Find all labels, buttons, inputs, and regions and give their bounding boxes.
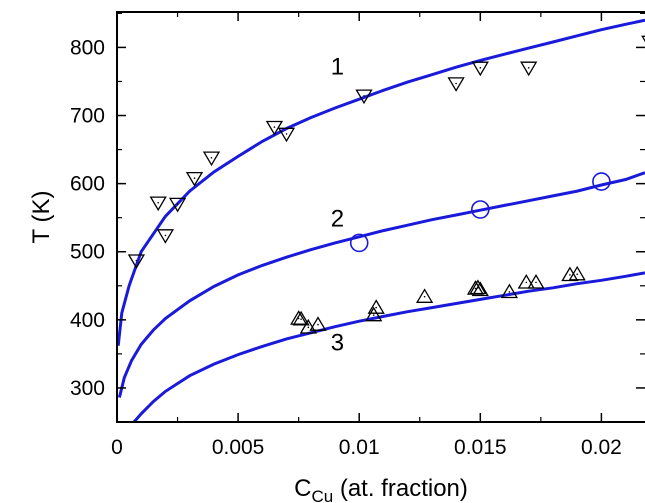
triangle-up-marker xyxy=(469,279,487,295)
x-tick-label: 0.015 xyxy=(454,436,507,459)
circle-marker xyxy=(349,233,369,253)
triangle-down-marker xyxy=(277,127,296,143)
triangle-down-marker xyxy=(185,171,204,187)
y-tick-label: 700 xyxy=(70,105,105,128)
triangle-up-marker xyxy=(367,299,385,314)
triangle-up-marker-dot xyxy=(508,291,511,293)
triangle-down-marker xyxy=(447,77,465,92)
curve-label-3: 3 xyxy=(331,329,344,356)
fit-curve-3 xyxy=(132,271,645,422)
fit-curve-1 xyxy=(117,18,645,346)
x-tick-label: 0.01 xyxy=(339,436,380,459)
x-tick-label: 0.02 xyxy=(581,436,622,459)
triangle-down-marker-dot xyxy=(176,203,179,205)
triangle-down-marker-dot xyxy=(193,177,196,179)
triangle-down-marker xyxy=(156,229,175,244)
triangle-up-marker xyxy=(365,306,383,322)
x-tick-label: 0.005 xyxy=(212,436,265,459)
triangle-up-marker-dot xyxy=(317,323,319,326)
triangle-up-marker-dot xyxy=(423,295,426,298)
triangle-up-marker xyxy=(527,274,545,289)
triangle-up-marker-dot xyxy=(474,287,477,290)
triangle-down-marker xyxy=(127,254,146,269)
triangle-down-marker-dot xyxy=(527,67,530,69)
triangle-down-marker-dot xyxy=(157,201,159,204)
axes-frame xyxy=(116,11,645,423)
curve-label-1: 1 xyxy=(331,54,344,81)
plot-border xyxy=(116,11,645,423)
triangle-up-marker xyxy=(415,288,434,303)
x-axis-title-main: C xyxy=(294,475,311,502)
triangle-down-marker xyxy=(520,61,538,77)
triangle-up-marker-dot xyxy=(300,318,302,320)
plot-area xyxy=(117,18,645,422)
triangle-down-marker xyxy=(149,196,167,212)
triangle-up-marker-dot xyxy=(535,281,537,284)
triangle-up-marker-dot xyxy=(372,314,375,316)
triangle-down-marker-dot xyxy=(363,94,365,97)
triangle-up-marker-dot xyxy=(375,306,377,309)
x-axis-title: CCu (at. fraction) xyxy=(294,475,468,503)
triangle-up-marker xyxy=(568,265,586,281)
curve-label-2: 2 xyxy=(331,206,344,233)
triangle-down-marker-dot xyxy=(135,259,138,262)
triangle-up-marker xyxy=(309,316,327,331)
triangle-up-marker xyxy=(290,310,308,325)
circle-marker xyxy=(471,200,490,219)
triangle-up-marker-dot xyxy=(307,326,310,329)
y-axis-title: T (K) xyxy=(28,191,55,244)
triangle-down-marker-dot xyxy=(273,126,276,128)
y-tick-label: 800 xyxy=(70,36,105,59)
triangle-down-marker xyxy=(355,89,373,105)
x-tick-label: 0 xyxy=(111,436,123,459)
y-tick-label: 600 xyxy=(70,173,105,196)
y-tick-label: 500 xyxy=(70,241,105,264)
triangle-up-marker xyxy=(292,310,310,326)
triangle-down-marker-dot xyxy=(285,133,288,135)
triangle-up-marker xyxy=(471,281,489,297)
triangle-down-marker-dot xyxy=(479,67,482,69)
triangle-up-marker-dot xyxy=(479,289,482,291)
triangle-up-marker-dot xyxy=(525,281,528,284)
triangle-up-marker xyxy=(500,283,519,299)
triangle-down-marker xyxy=(168,197,187,213)
triangle-down-marker-dot xyxy=(210,156,213,159)
triangle-up-marker-dot xyxy=(576,273,578,276)
fit-curve-2 xyxy=(117,171,645,398)
y-tick-label: 300 xyxy=(70,377,105,400)
triangle-down-marker xyxy=(471,61,489,77)
triangle-up-marker-dot xyxy=(569,274,571,276)
triangle-up-marker xyxy=(517,274,535,289)
x-axis-title-rest: (at. fraction) xyxy=(333,475,468,502)
circle-marker xyxy=(592,172,611,191)
y-tick-label: 400 xyxy=(70,309,105,332)
triangle-down-marker-dot xyxy=(164,234,167,237)
axis-ticks: 0 0.005 0.01 0.015 0.02 300 400 500 600 700 800 xyxy=(70,12,645,459)
x-axis-title-sub: Cu xyxy=(311,487,333,503)
triangle-down-marker-dot xyxy=(455,82,457,85)
curve-labels: 1 2 3 xyxy=(331,54,344,357)
triangle-down-marker xyxy=(202,151,221,167)
